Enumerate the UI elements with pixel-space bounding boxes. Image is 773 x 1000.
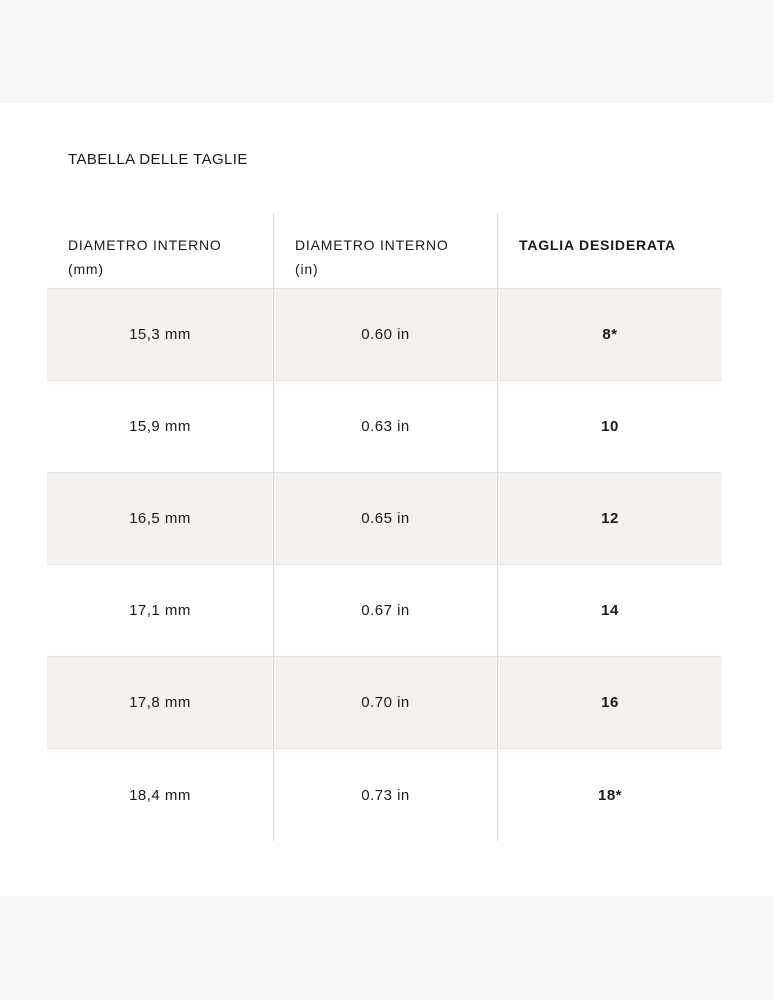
cell-diameter-in: 0.73 in <box>273 749 497 841</box>
cell-desired-size: 8* <box>497 289 722 380</box>
table-row: 17,8 mm 0.70 in 16 <box>47 657 722 749</box>
header-label-diameter-in: DIAMETRO INTERNO <box>295 237 449 253</box>
cell-diameter-mm: 17,8 mm <box>129 694 191 711</box>
cell-diameter-in: 0.70 in <box>273 657 497 748</box>
cell-diameter-mm: 18,4 mm <box>129 786 191 804</box>
cell-diameter-mm: 15,9 mm <box>129 418 191 435</box>
header-cell-diameter-in: DIAMETRO INTERNO (in) <box>273 213 497 288</box>
header-unit-mm: (mm) <box>68 261 104 277</box>
table-row: 15,9 mm 0.63 in 10 <box>47 381 722 473</box>
size-table: DIAMETRO INTERNO (mm) DIAMETRO INTERNO (… <box>47 213 722 841</box>
header-unit-in: (in) <box>295 261 319 277</box>
table-header-row: DIAMETRO INTERNO (mm) DIAMETRO INTERNO (… <box>47 213 722 289</box>
header-label-desired-size: TAGLIA DESIDERATA <box>519 237 676 253</box>
table-row: 15,3 mm 0.60 in 8* <box>47 289 722 381</box>
cell-diameter-in: 0.67 in <box>273 565 497 656</box>
cell-desired-size: 10 <box>497 381 722 472</box>
header-cell-diameter-mm: DIAMETRO INTERNO (mm) <box>47 213 273 288</box>
cell-diameter-in: 0.65 in <box>273 473 497 564</box>
table-row: 18,4 mm 0.73 in 18* <box>47 749 722 841</box>
size-guide-section: TABELLA DELLE TAGLIE DIAMETRO INTERNO (m… <box>0 152 773 841</box>
table-row: 16,5 mm 0.65 in 12 <box>47 473 722 565</box>
cell-diameter-mm: 17,1 mm <box>129 602 191 619</box>
table-row: 17,1 mm 0.67 in 14 <box>47 565 722 657</box>
cell-desired-size: 12 <box>497 473 722 564</box>
cell-desired-size: 16 <box>497 657 722 748</box>
cell-diameter-mm: 16,5 mm <box>129 510 191 527</box>
cell-desired-size: 18* <box>497 749 722 841</box>
cell-diameter-in: 0.60 in <box>273 289 497 380</box>
page-top-band <box>0 0 773 103</box>
header-cell-desired-size: TAGLIA DESIDERATA <box>497 213 722 288</box>
page-title: TABELLA DELLE TAGLIE <box>68 151 248 168</box>
cell-diameter-in: 0.63 in <box>273 381 497 472</box>
header-label-diameter-mm: DIAMETRO INTERNO <box>68 237 222 253</box>
page-bottom-band <box>0 896 773 1000</box>
cell-desired-size: 14 <box>497 565 722 656</box>
cell-diameter-mm: 15,3 mm <box>129 326 191 343</box>
